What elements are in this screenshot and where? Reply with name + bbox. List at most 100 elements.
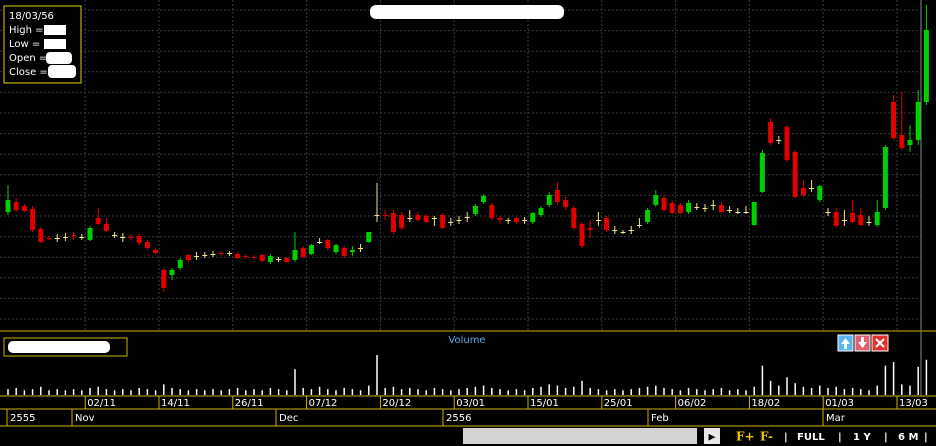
volume-bar: [130, 390, 132, 395]
candle-body: [727, 210, 733, 211]
separator: |: [924, 432, 928, 443]
candle-body: [38, 229, 44, 242]
volume-bar: [113, 390, 116, 395]
candle-body: [628, 230, 634, 231]
scroll-button[interactable]: [704, 428, 720, 444]
candle-body: [571, 208, 577, 228]
candle-body: [735, 212, 741, 213]
candle-body: [497, 218, 503, 220]
volume-bar: [23, 390, 26, 395]
volume-bar: [835, 386, 837, 395]
candle-body: [456, 220, 462, 221]
volume-bar: [786, 377, 788, 395]
volume-bar: [64, 390, 67, 395]
volume-bar: [359, 390, 362, 395]
volume-bar: [819, 385, 821, 395]
six-month-button[interactable]: 6 M: [898, 432, 918, 443]
volume-bar: [343, 387, 345, 395]
zoom-out[interactable]: F-: [760, 430, 773, 444]
grid: [0, 0, 921, 330]
period-label: Nov: [75, 413, 95, 424]
candle-body: [276, 259, 282, 260]
volume-bar: [605, 390, 608, 395]
volume-bar: [753, 386, 755, 395]
volume-bar: [687, 387, 690, 395]
volume-bar: [269, 387, 272, 395]
candle-body: [669, 203, 675, 213]
x-tick-label: 15/01: [530, 398, 559, 409]
volume-bar: [261, 390, 263, 395]
periods: 2555 Nov Dec 2556 Feb Mar: [6, 409, 846, 426]
candle-body: [604, 218, 610, 230]
volume-bar: [737, 389, 739, 395]
candle-body: [120, 237, 126, 238]
volume-bar: [72, 389, 75, 395]
volume-bar: [277, 389, 280, 395]
volume-bar: [450, 390, 452, 395]
volume-bar: [138, 387, 140, 395]
x-tick-label: 20/12: [382, 398, 411, 409]
volume-bar: [646, 386, 649, 395]
candle-body: [374, 215, 380, 216]
candle-body: [292, 250, 298, 260]
candle-body: [546, 195, 552, 205]
volume-bar: [89, 387, 91, 395]
volume-bar: [876, 385, 878, 395]
candle-body: [579, 224, 585, 246]
candle-body: [661, 198, 667, 210]
candle-body: [907, 140, 913, 145]
volume-bar: [40, 386, 42, 395]
candle-body: [341, 248, 347, 256]
volume-bar: [15, 387, 17, 395]
candle-body: [768, 122, 774, 143]
candle-body: [95, 218, 101, 224]
candle-body: [563, 200, 569, 207]
candle-body: [423, 216, 429, 222]
period-label: Dec: [279, 413, 298, 424]
candle-body: [112, 235, 118, 236]
candle-body: [218, 253, 224, 254]
scrollbar-thumb[interactable]: [463, 428, 697, 444]
one-year-button[interactable]: 1 Y: [853, 432, 871, 443]
down-icon: [858, 337, 867, 348]
volume-bar: [368, 385, 370, 395]
candle-body: [923, 30, 929, 102]
volume-bar: [843, 389, 846, 395]
candle-body: [489, 205, 495, 218]
volume-bar: [728, 390, 731, 395]
candle-body: [874, 212, 880, 225]
candle-body: [87, 228, 93, 240]
candle-body: [554, 190, 560, 202]
candle-body: [349, 250, 355, 252]
candle-body: [891, 102, 897, 138]
volume-bar: [146, 389, 149, 395]
volume-bar: [860, 389, 862, 395]
zoom-in[interactable]: F+: [736, 430, 755, 444]
volume-bar: [581, 380, 583, 395]
candle-body: [653, 195, 659, 205]
volume-bar: [179, 389, 181, 395]
volume-bar: [499, 389, 501, 395]
volume-bar: [154, 390, 157, 395]
candle-body: [161, 270, 167, 288]
volume-bar: [318, 386, 321, 395]
candle-body: [833, 212, 839, 226]
candle-body: [751, 202, 757, 225]
x-tick-label: 01/03: [825, 398, 854, 409]
volume-bar: [392, 386, 395, 395]
candle-body: [866, 222, 872, 223]
candle-body: [431, 218, 437, 219]
volume-bar: [302, 387, 304, 395]
redacted: [46, 52, 72, 64]
redacted: [44, 25, 66, 35]
candle-body: [103, 224, 109, 231]
candle-body: [850, 213, 856, 222]
separator: |: [884, 432, 888, 443]
volume-bar: [532, 387, 534, 395]
volume-bar: [778, 385, 780, 395]
full-button[interactable]: FULL: [797, 432, 825, 443]
volume-bar: [122, 389, 124, 395]
volume-bar: [400, 389, 403, 395]
candle-body: [686, 203, 692, 212]
candle-body: [235, 254, 241, 258]
